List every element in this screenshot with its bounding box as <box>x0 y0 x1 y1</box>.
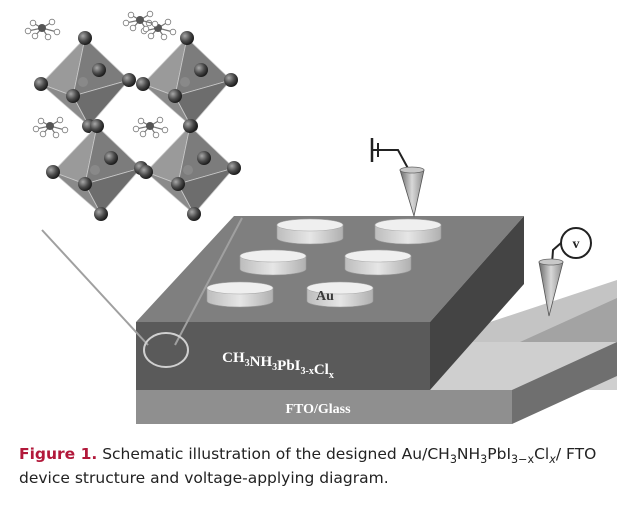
caption-part: / FTO device structure and voltage-apply… <box>19 445 597 487</box>
iodine-atom <box>227 161 241 175</box>
au-electrodes <box>206 218 442 308</box>
iodine-atom <box>90 119 104 133</box>
substrate-front-face <box>136 390 512 424</box>
perovskite-label-part: x <box>329 370 334 381</box>
methylammonium-molecule <box>132 116 169 139</box>
iodine-atom <box>197 151 211 165</box>
perovskite-label-part: CH <box>222 350 245 366</box>
caption-text: Schematic illustration of the designed A… <box>19 445 596 487</box>
probe-right: v <box>538 227 592 317</box>
iodine-atom <box>66 89 80 103</box>
iodine-atom <box>180 31 194 45</box>
perovskite-label-part: 3 <box>245 358 250 369</box>
figure-label: Figure 1. <box>19 445 98 463</box>
pbi6-octahedron <box>46 119 148 221</box>
iodine-atom <box>46 165 60 179</box>
probe-left-wire <box>372 149 411 173</box>
caption-part: PbI <box>487 445 512 463</box>
substrate-exposed-side <box>520 298 617 342</box>
au-disk <box>276 218 344 245</box>
probe-left <box>370 138 425 218</box>
methylammonium-molecule <box>122 10 159 33</box>
methylammonium-molecule <box>32 116 69 139</box>
substrate-label: FTO/Glass <box>285 402 351 417</box>
perovskite-label-part: 3 <box>272 362 277 373</box>
methylammonium-molecule <box>24 18 61 41</box>
iodine-atom <box>183 119 197 133</box>
au-disk <box>374 218 442 245</box>
device-schematic: v Au CH3NH3PbI3-xClx FTO/Glass <box>24 10 617 424</box>
lead-atom <box>90 165 100 175</box>
caption-part: Schematic illustration of the designed A… <box>97 445 450 463</box>
probe-left-tip-top <box>399 166 425 174</box>
lead-atom <box>78 77 88 87</box>
zoom-circle <box>143 332 189 368</box>
iodine-atom <box>94 207 108 221</box>
caption-part: 3 <box>449 453 457 467</box>
caption-part: 3 <box>480 453 488 467</box>
probe-right-tip-top <box>538 258 564 266</box>
iodine-atom <box>171 177 185 191</box>
iodine-atom <box>122 73 136 87</box>
caption-part: Cl <box>534 445 550 463</box>
caption-part: NH <box>456 445 481 463</box>
perovskite-front-face <box>136 322 430 390</box>
perovskite-label-part: PbI <box>277 358 301 374</box>
au-disk <box>239 249 307 276</box>
iodine-atom <box>78 177 92 191</box>
figure-caption: Figure 1. Schematic illustration of the … <box>19 442 609 490</box>
iodine-atom <box>92 63 106 77</box>
substrate-side-face <box>512 342 617 424</box>
au-label: Au <box>316 289 334 304</box>
zoom-line-right <box>174 217 243 346</box>
zoom-callout <box>41 217 243 368</box>
caption-part: x <box>549 453 556 467</box>
voltmeter-symbol <box>560 227 592 259</box>
perovskite-label-part: NH <box>250 354 273 370</box>
iodine-atom <box>194 63 208 77</box>
iodine-atom <box>104 151 118 165</box>
perovskite-crystal-structure <box>24 10 241 221</box>
iodine-atom <box>78 31 92 45</box>
perovskite-label-part: 3-x <box>301 366 314 377</box>
iodine-atom <box>168 89 182 103</box>
lead-atom <box>180 77 190 87</box>
iodine-atom <box>224 73 238 87</box>
perovskite-label: CH3NH3PbI3-xClx <box>222 350 334 381</box>
pbi6-octahedron <box>136 31 238 133</box>
iodine-atom <box>136 77 150 91</box>
voltmeter-label: v <box>573 237 580 252</box>
pbi6-octahedron <box>139 119 241 221</box>
zoom-line-left <box>41 229 149 346</box>
iodine-atom <box>34 77 48 91</box>
pbi6-octahedron <box>34 31 136 133</box>
iodine-atom <box>187 207 201 221</box>
au-disk <box>306 281 374 308</box>
au-disk <box>344 249 412 276</box>
perovskite-label-part: Cl <box>314 362 329 378</box>
lead-atom <box>183 165 193 175</box>
au-disk <box>206 281 274 308</box>
iodine-atom <box>139 165 153 179</box>
perovskite-side-face <box>430 216 524 390</box>
probe-left-tip <box>399 169 425 218</box>
caption-part: 3−x <box>511 453 535 467</box>
